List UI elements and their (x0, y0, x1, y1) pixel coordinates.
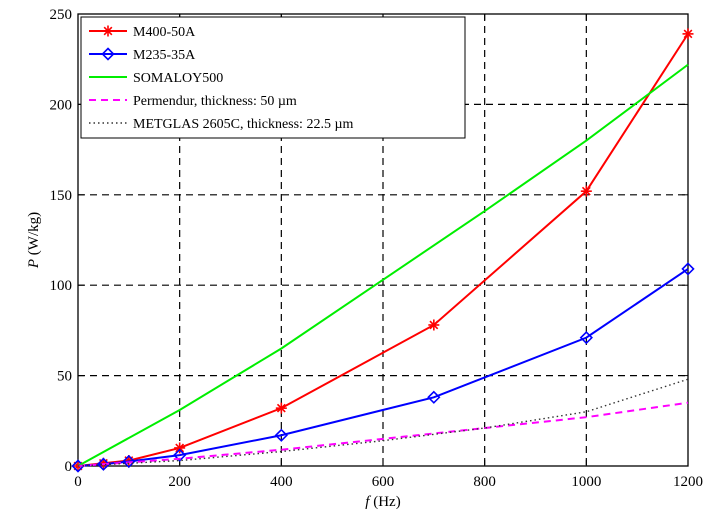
series-4 (77, 378, 689, 467)
legend-entry-label: M400-50A (133, 25, 196, 40)
legend-entry-label: METGLAS 2605C, thickness: 22.5 µm (133, 117, 354, 132)
data-point (427, 390, 441, 404)
x-tick-label: 600 (372, 474, 395, 490)
x-axis-label: f (Hz) (365, 494, 400, 510)
data-point (174, 442, 186, 454)
y-axis-variable: P (26, 259, 42, 269)
x-tick-label: 0 (74, 474, 82, 490)
x-axis-variable: f (365, 494, 371, 510)
data-point (580, 185, 592, 197)
y-tick-label: 150 (50, 188, 73, 204)
legend-entry-label: Permendur, thickness: 50 µm (133, 94, 297, 109)
y-tick-label: 200 (50, 97, 73, 113)
y-axis-unit: (W/kg) (26, 212, 42, 259)
axis-labels: f (Hz) P (W/kg) (26, 212, 401, 510)
x-tick-label: 400 (270, 474, 293, 490)
data-point (275, 402, 287, 414)
y-tick-label: 50 (57, 369, 72, 385)
legend-swatch-marker (101, 47, 115, 61)
series-2 (77, 63, 689, 467)
series-line (77, 401, 689, 467)
x-tick-label: 1000 (571, 474, 601, 490)
legend-entry-label: SOMALOY500 (133, 71, 223, 86)
legend-entry-label: M235-35A (133, 48, 196, 63)
x-axis-unit: (Hz) (369, 494, 400, 510)
series-line (77, 63, 689, 467)
x-tick-label: 1200 (673, 474, 703, 490)
data-point (579, 331, 593, 345)
legend-swatch-marker (102, 25, 114, 37)
data-point (96, 457, 111, 471)
series-line (77, 378, 689, 467)
legend-box (80, 16, 466, 139)
data-point (428, 319, 440, 331)
legend: M400-50A M235-35A SOMALOY500 Permendur, thi… (80, 16, 466, 139)
y-axis-label: P (W/kg) (26, 212, 42, 269)
series-group (71, 28, 695, 473)
data-point (681, 262, 695, 276)
data-point (173, 448, 187, 462)
data-point (274, 428, 288, 442)
series-3 (77, 401, 689, 467)
y-tick-label: 0 (65, 459, 73, 475)
y-tick-label: 250 (50, 7, 73, 23)
x-tick-label: 800 (473, 474, 496, 490)
data-point (122, 454, 136, 469)
y-tick-label: 100 (50, 278, 73, 294)
data-point (682, 28, 694, 40)
axes: 0 200 400 600 800 1000 1200 0 50 100 150 200 250 (50, 7, 704, 490)
x-tick-label: 200 (168, 474, 191, 490)
